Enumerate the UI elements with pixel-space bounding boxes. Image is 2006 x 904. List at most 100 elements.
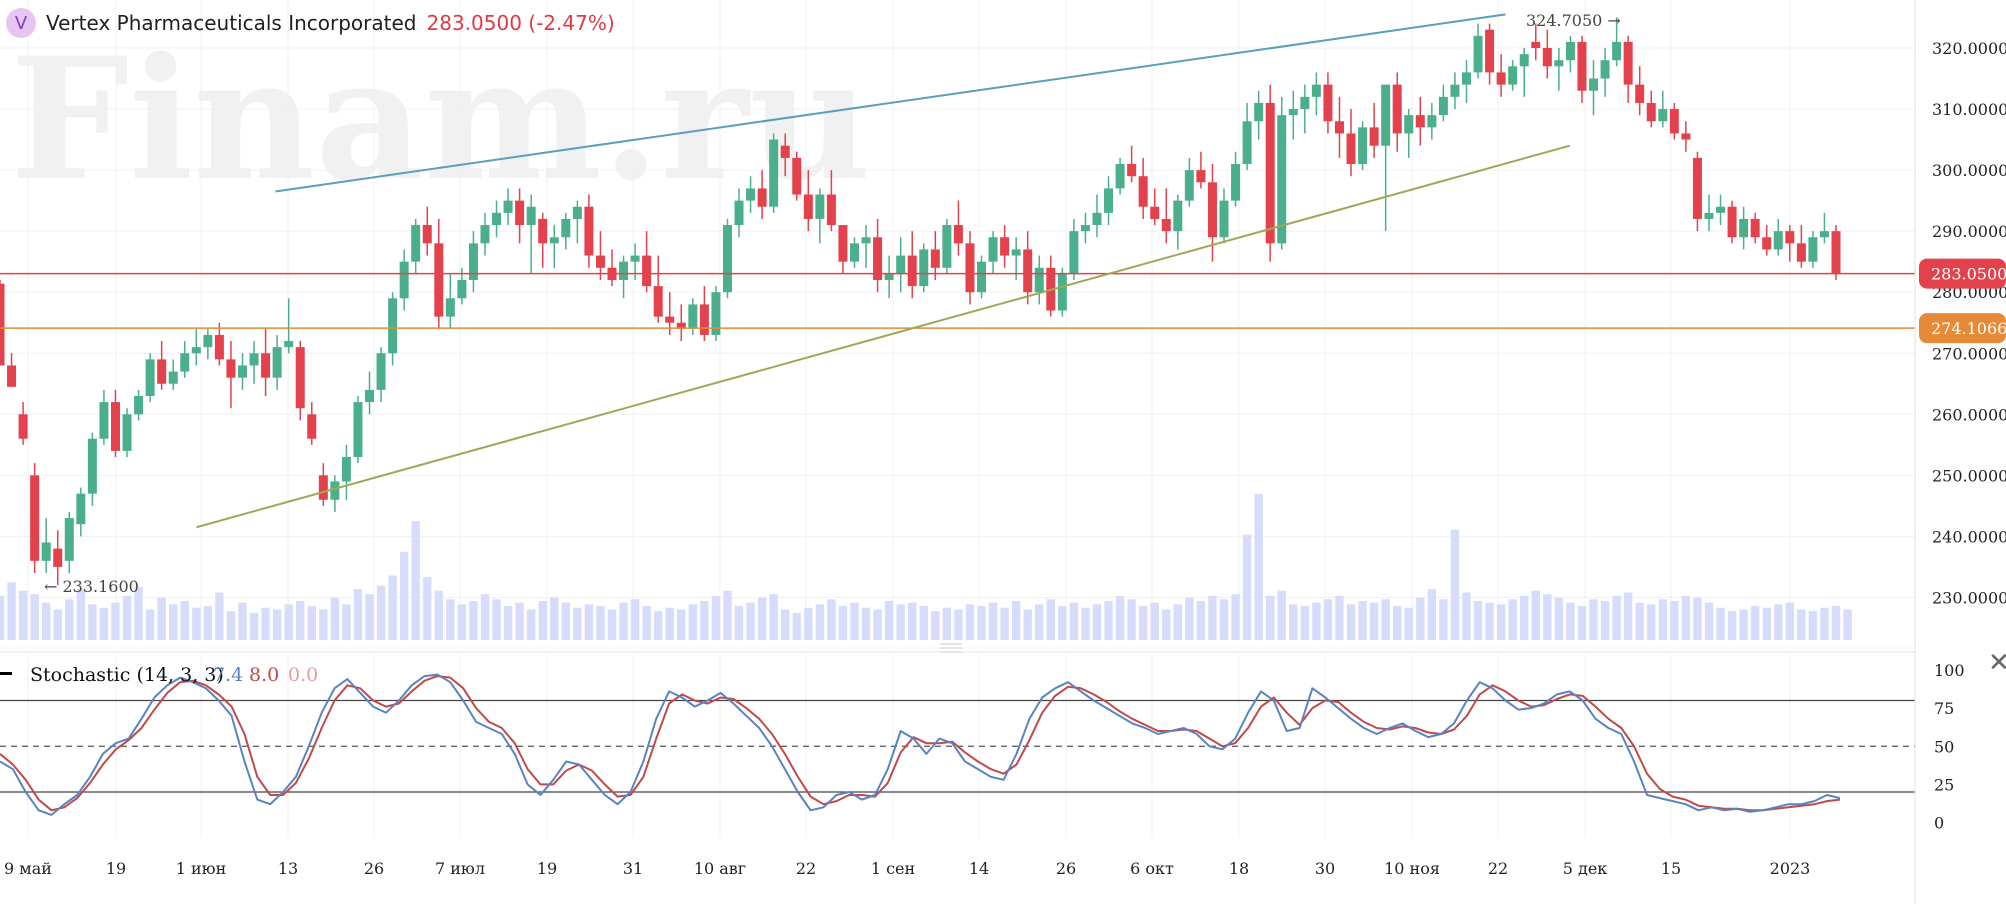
candle-body xyxy=(1254,102,1264,122)
candle-body xyxy=(110,402,120,451)
volume-bar xyxy=(1104,600,1113,640)
close-indicator-icon[interactable]: ✕ xyxy=(1988,648,2006,678)
volume-bar xyxy=(1208,595,1217,640)
volume-bar xyxy=(1589,599,1598,640)
stoch-axis-label: 75 xyxy=(1934,699,1954,718)
candle-body xyxy=(1473,35,1483,73)
volume-bar xyxy=(1335,595,1344,640)
candle-body xyxy=(561,218,571,238)
volume-bar xyxy=(1820,607,1829,640)
candle-body xyxy=(64,518,74,561)
candle-body xyxy=(930,249,940,268)
volume-bar xyxy=(1797,609,1806,640)
volume-bar xyxy=(1277,590,1286,640)
candle-body xyxy=(1427,115,1437,128)
candle-body xyxy=(76,493,86,525)
candle-body xyxy=(261,353,271,378)
candle-body xyxy=(1265,102,1275,244)
volume-bar xyxy=(7,582,16,640)
volume-bar xyxy=(469,600,478,640)
volume-bar xyxy=(526,609,536,640)
volume-bar xyxy=(41,602,51,640)
candle-body xyxy=(734,200,744,226)
candle-body xyxy=(1646,102,1656,122)
volume-bar xyxy=(965,604,975,640)
volume-bar xyxy=(1138,606,1148,640)
candle-body xyxy=(134,395,144,415)
x-axis-label: 18 xyxy=(1229,859,1249,878)
volume-bar xyxy=(515,602,524,640)
volume-bar xyxy=(792,612,801,640)
volume-bar xyxy=(76,589,86,640)
volume-bar xyxy=(0,595,5,640)
candle-body xyxy=(1762,237,1772,250)
candle-body xyxy=(1461,72,1471,85)
volume-bar xyxy=(30,594,39,640)
candle-body xyxy=(1635,84,1645,103)
volume-bar xyxy=(1416,597,1425,640)
indicator-extra-value: 0.0 xyxy=(288,664,318,686)
candle-body xyxy=(1589,78,1599,91)
level-price-badge: 274.1066 xyxy=(1919,313,2006,344)
candle-body xyxy=(492,212,502,226)
candle-body xyxy=(1115,163,1125,189)
indicator-d-value: 8.0 xyxy=(249,664,279,686)
x-axis-label: 2023 xyxy=(1770,859,1811,878)
candle-body xyxy=(1750,218,1760,238)
volume-bar xyxy=(330,597,340,640)
volume-bar xyxy=(850,602,859,640)
volume-bars xyxy=(0,494,1852,640)
current-price-badge: 283.0500 xyxy=(1919,258,2006,289)
volume-bar xyxy=(653,611,663,640)
volume-bar xyxy=(861,607,871,640)
volume-bar xyxy=(642,606,651,640)
candle-body xyxy=(203,334,213,348)
candle-body xyxy=(1196,170,1206,183)
candle-body xyxy=(942,225,952,268)
level-price-badge-text: 274.1066 xyxy=(1931,319,2006,338)
candle-body xyxy=(1219,200,1229,238)
candle-body xyxy=(1277,115,1287,244)
volume-bar xyxy=(457,604,467,640)
volume-bar xyxy=(896,604,905,640)
volume-bar xyxy=(988,602,998,640)
candle-body xyxy=(41,542,51,561)
volume-bar xyxy=(1046,599,1055,640)
volume-bar xyxy=(215,592,224,640)
candle-body xyxy=(295,347,305,409)
price-axis-label: 240.0000 xyxy=(1932,527,2006,546)
volume-bar xyxy=(827,599,836,640)
candle-body xyxy=(307,414,317,439)
volume-bar xyxy=(169,604,178,640)
candle-body xyxy=(1612,41,1622,61)
volume-bar xyxy=(1831,606,1841,640)
level-price-badge-bg xyxy=(1919,313,2006,344)
candle-body xyxy=(1554,60,1564,67)
candle-body xyxy=(53,548,63,567)
x-axis-label: 31 xyxy=(623,859,643,878)
candle-body xyxy=(619,261,629,280)
candle-body xyxy=(965,243,975,293)
candle-body xyxy=(1300,96,1310,110)
volume-bar xyxy=(1023,609,1032,640)
x-axis-label: 9 май xyxy=(4,859,52,878)
candle-body xyxy=(1531,41,1541,48)
company-avatar[interactable]: V xyxy=(6,8,36,38)
volume-bar xyxy=(573,607,582,640)
stoch-axis-label: 25 xyxy=(1934,775,1954,794)
candle-body xyxy=(1716,206,1726,213)
candle-body xyxy=(953,225,963,244)
x-axis-label: 30 xyxy=(1315,859,1335,878)
candle-body xyxy=(815,194,825,219)
volume-bar xyxy=(1450,529,1460,640)
candle-body xyxy=(676,322,686,329)
x-axis-label: 10 ноя xyxy=(1384,859,1440,878)
volume-bar xyxy=(757,597,767,640)
volume-bar xyxy=(203,606,213,640)
volume-bar xyxy=(1739,609,1748,640)
volume-bar xyxy=(272,609,282,640)
volume-bar xyxy=(1681,595,1691,640)
volume-bar xyxy=(1520,595,1529,640)
price-axis-label: 230.0000 xyxy=(1932,588,2006,607)
